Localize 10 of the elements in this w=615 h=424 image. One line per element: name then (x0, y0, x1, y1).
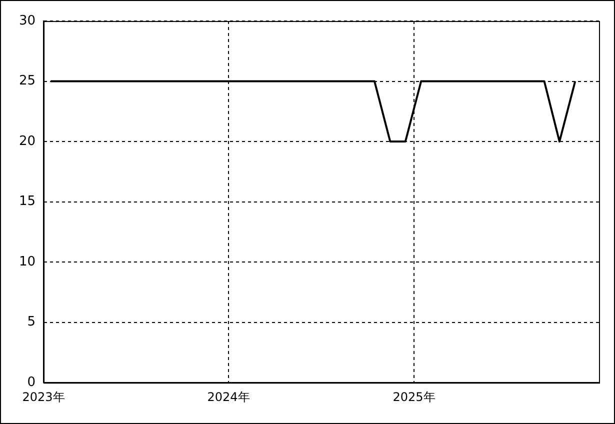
y-tick-label: 10 (18, 254, 36, 270)
x-tick-label: 2025年 (392, 390, 436, 404)
y-tick-label: 0 (27, 374, 36, 390)
x-tick-label: 2024年 (207, 390, 250, 404)
y-tick-label: 5 (27, 314, 36, 330)
y-tick-label: 20 (18, 134, 36, 149)
y-tick-label: 30 (18, 13, 36, 28)
y-tick-label: 15 (18, 194, 36, 210)
y-tick-label: 25 (18, 74, 36, 89)
x-tick-label: 2023年 (22, 390, 65, 404)
